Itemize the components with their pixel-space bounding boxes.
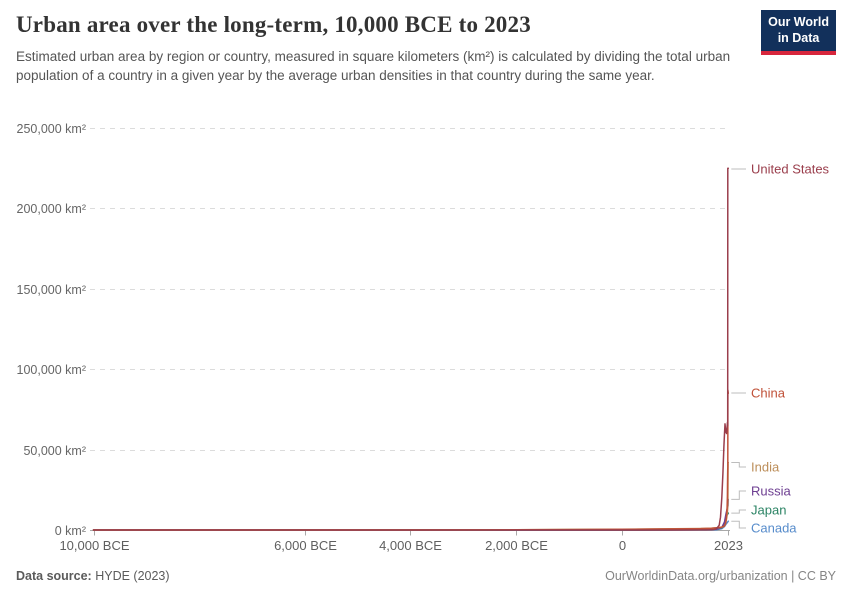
data-source-note: Data source: HYDE (2023): [16, 569, 170, 583]
y-axis-tick-label: 100,000 km²: [17, 363, 86, 377]
label-connector-canada: [731, 520, 746, 529]
series-line-china[interactable]: [92, 389, 730, 531]
entity-label-canada[interactable]: Canada: [751, 521, 797, 536]
chart-footer: Data source: HYDE (2023) OurWorldinData.…: [16, 569, 836, 583]
owid-logo-line2: in Data: [777, 30, 820, 45]
x-axis-tick-label: 2,000 BCE: [485, 538, 548, 553]
y-axis-tick-label: 50,000 km²: [23, 444, 86, 458]
series-line-united-states[interactable]: [92, 167, 730, 531]
entity-label-united-states[interactable]: United States: [751, 162, 830, 177]
entity-label-japan[interactable]: Japan: [751, 503, 786, 518]
chart-header: Urban area over the long-term, 10,000 BC…: [16, 12, 761, 85]
y-axis-tick-label: 200,000 km²: [17, 202, 86, 216]
chart-subtitle: Estimated urban area by region or countr…: [16, 49, 731, 84]
data-source-value: HYDE (2023): [91, 569, 170, 583]
label-connector-india: [731, 462, 746, 468]
owid-logo-line1: Our World: [768, 15, 829, 29]
data-source-label: Data source:: [16, 569, 92, 583]
entity-label-russia[interactable]: Russia: [751, 484, 792, 499]
series-line-russia[interactable]: [92, 498, 730, 531]
entity-label-china[interactable]: China: [751, 386, 786, 401]
y-axis-tick-label: 0 km²: [55, 524, 86, 538]
series-line-india[interactable]: [92, 461, 730, 531]
x-axis-tick-label: 0: [619, 538, 626, 553]
label-connector-japan: [731, 509, 746, 514]
owid-logo: Our World in Data: [761, 10, 836, 56]
x-axis-tick-label: 6,000 BCE: [274, 538, 337, 553]
page-title: Urban area over the long-term, 10,000 BC…: [16, 12, 531, 37]
owid-url-link[interactable]: OurWorldinData.org/urbanization | CC BY: [605, 569, 836, 583]
entity-label-india[interactable]: India: [751, 460, 780, 475]
x-axis-tick-label: 2023: [714, 538, 743, 553]
series-line-japan[interactable]: [92, 512, 730, 531]
x-axis-tick-label: 4,000 BCE: [379, 538, 442, 553]
y-axis-tick-label: 250,000 km²: [17, 122, 86, 136]
y-axis-tick-label: 150,000 km²: [17, 283, 86, 297]
label-connector-russia: [731, 490, 746, 500]
x-axis-tick-label: 10,000 BCE: [59, 538, 129, 553]
